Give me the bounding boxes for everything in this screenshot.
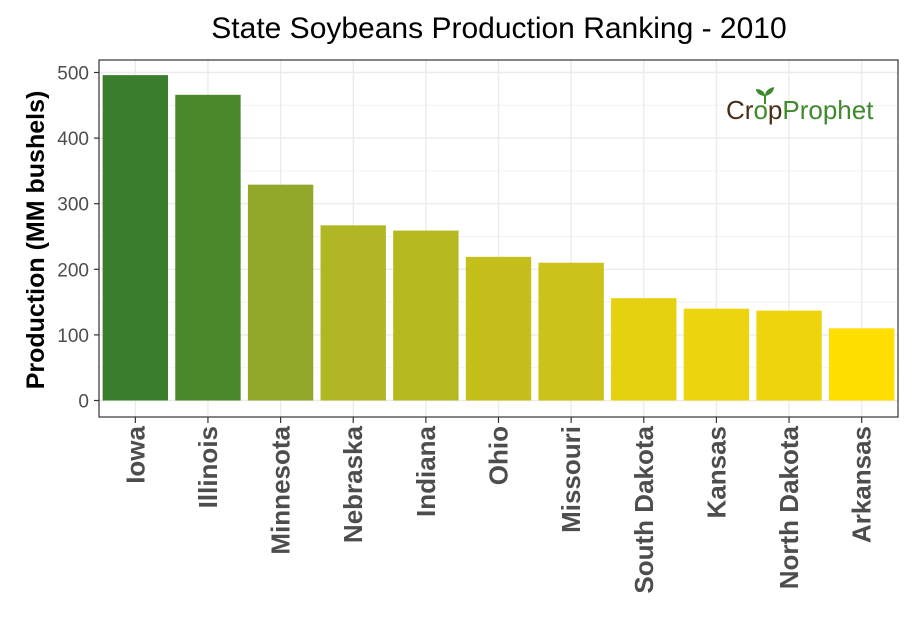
x-tick-label: Kansas — [701, 426, 731, 519]
bar-ohio — [465, 256, 532, 401]
bar-indiana — [393, 230, 459, 401]
y-axis: 0 100 200 300 400 500 — [57, 64, 99, 413]
x-tick-label: Nebraska — [338, 425, 368, 543]
y-tick-label: 200 — [57, 260, 89, 281]
x-tick-label: Missouri — [556, 426, 586, 533]
x-tick-label: South Dakota — [629, 425, 659, 593]
x-tick-label: Arkansas — [847, 426, 877, 543]
x-tick-label: Illinois — [193, 426, 223, 508]
x-tick-label: North Dakota — [774, 425, 804, 589]
logo-text-prophet: Prophet — [782, 95, 874, 125]
y-tick-label: 300 — [57, 195, 89, 216]
y-tick-label: 400 — [57, 129, 89, 150]
y-axis-label: Production (MM bushels) — [22, 91, 50, 390]
cropprophet-logo: CropProphet — [726, 87, 874, 125]
bar-iowa — [102, 75, 169, 401]
x-tick-label: Minnesota — [266, 425, 296, 554]
x-axis: Iowa Illinois Minnesota Nebraska Indiana Ohio… — [120, 417, 877, 594]
x-tick-label: Indiana — [411, 425, 441, 517]
bar-illinois — [175, 94, 241, 401]
y-tick-label: 500 — [57, 64, 89, 85]
bar-minnesota — [247, 184, 314, 401]
svg-text:CropProphet: CropProphet — [726, 95, 874, 125]
sprout-icon — [756, 87, 774, 104]
y-tick-label: 100 — [57, 326, 89, 347]
bars — [102, 75, 895, 401]
x-tick-label: Ohio — [484, 426, 514, 485]
logo-text-p: p — [768, 95, 782, 125]
bar-kansas — [683, 308, 750, 401]
bar-missouri — [538, 262, 604, 401]
bar-nebraska — [320, 225, 386, 401]
logo-text-cr: Cr — [726, 95, 754, 125]
bar-south-dakota — [611, 298, 677, 401]
x-tick-label: Iowa — [120, 425, 150, 483]
y-tick-label: 0 — [78, 392, 89, 413]
chart-title: State Soybeans Production Ranking - 2010 — [211, 12, 786, 45]
bar-arkansas — [828, 328, 895, 401]
bar-north-dakota — [756, 310, 822, 401]
